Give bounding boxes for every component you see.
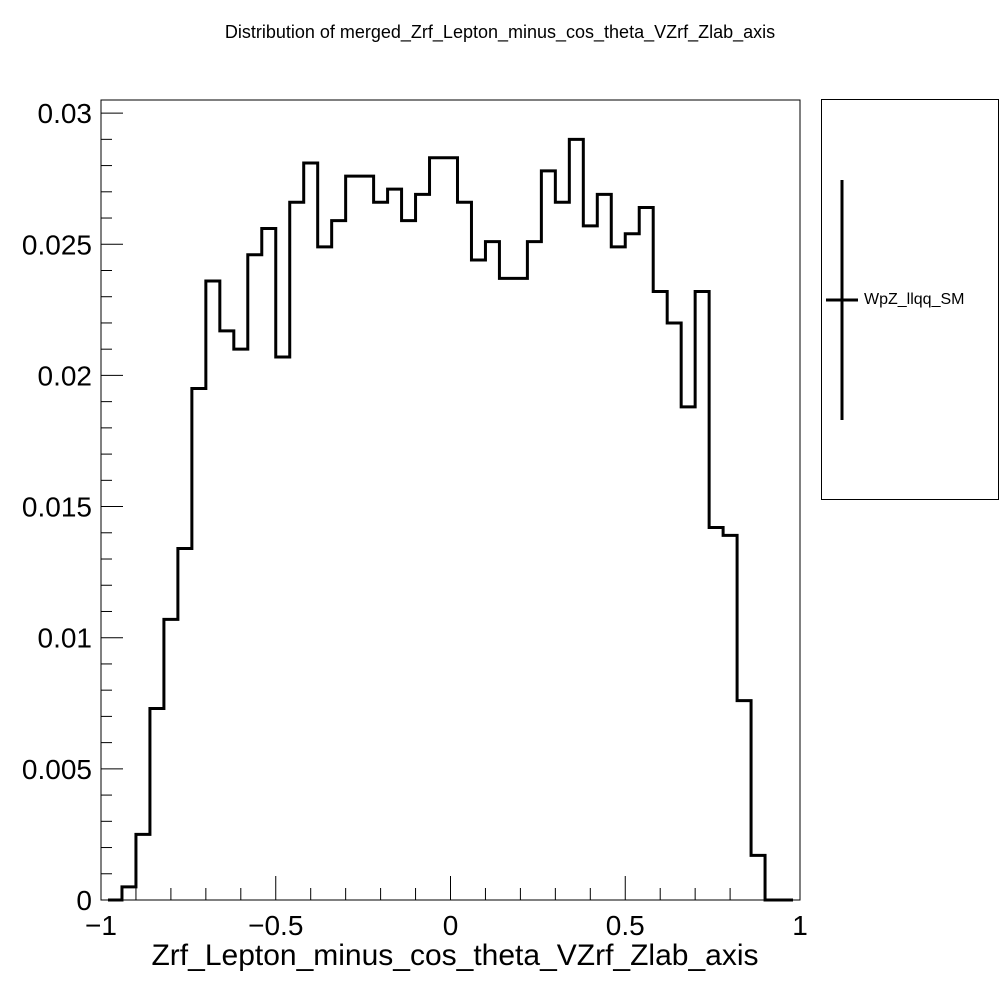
histogram-bin	[695, 291, 709, 900]
histogram-bin	[150, 709, 164, 900]
x-tick-label: 1	[792, 910, 808, 941]
histogram-bin	[513, 278, 527, 900]
histogram-bin	[583, 226, 597, 900]
x-tick-label: −0.5	[248, 910, 303, 941]
y-tick-label: 0.03	[38, 98, 93, 129]
histogram-series	[107, 137, 794, 902]
histogram-bin	[276, 357, 290, 900]
histogram-bin	[262, 229, 276, 900]
y-axis-ticks	[101, 112, 123, 901]
y-tick-label: 0.02	[38, 360, 93, 391]
histogram-bin	[332, 221, 346, 900]
histogram-bin	[360, 176, 374, 900]
histogram-bin	[723, 535, 737, 900]
histogram-bin	[527, 242, 541, 900]
histogram-bin	[164, 619, 178, 900]
y-tick-label: 0.01	[38, 623, 93, 654]
histogram-bin	[541, 171, 555, 900]
histogram-bin	[220, 331, 234, 900]
histogram-bin	[667, 323, 681, 900]
histogram-bin	[611, 247, 625, 900]
histogram-bin	[444, 158, 458, 900]
histogram-bin	[192, 389, 206, 900]
histogram-bin	[416, 194, 430, 900]
x-tick-label: 0	[443, 910, 459, 941]
histogram-bin	[234, 349, 248, 900]
x-axis-title: Zrf_Lepton_minus_cos_theta_VZrf_Zlab_axi…	[151, 939, 758, 972]
histogram-bin	[709, 528, 723, 900]
histogram-bin	[430, 158, 444, 900]
histogram-bin	[290, 202, 304, 900]
histogram-bin	[206, 281, 220, 900]
y-tick-label: 0.025	[22, 229, 92, 260]
y-tick-label: 0.005	[22, 754, 92, 785]
histogram-bin	[374, 202, 388, 900]
histogram-bin	[681, 407, 695, 900]
histogram-bin	[248, 255, 262, 900]
histogram-bin	[318, 247, 332, 900]
histogram-bin	[639, 208, 653, 900]
histogram-bin	[485, 242, 499, 900]
histogram-bin	[402, 221, 416, 900]
histogram-bin	[653, 291, 667, 900]
histogram-bin	[346, 176, 360, 900]
histogram-bin	[625, 234, 639, 900]
histogram-bin	[569, 139, 583, 900]
histogram-bin	[457, 202, 471, 900]
y-tick-label: 0	[76, 885, 92, 916]
x-axis-tick-labels: −1 −0.5 0 0.5 1	[85, 910, 808, 941]
x-tick-label: −1	[85, 910, 117, 941]
y-axis-tick-labels: 0 0.005 0.01 0.015 0.02 0.025 0.03	[22, 98, 92, 916]
histogram-bin	[122, 887, 136, 900]
histogram-bin	[555, 202, 569, 900]
histogram-bin	[737, 701, 751, 900]
histogram-bin	[178, 549, 192, 900]
y-tick-label: 0.015	[22, 492, 92, 523]
histogram-bin	[136, 834, 150, 900]
histogram-bin	[304, 163, 318, 900]
histogram-line	[107, 137, 794, 902]
x-tick-label: 0.5	[606, 910, 645, 941]
histogram-bin	[597, 194, 611, 900]
histogram-bin	[499, 278, 513, 900]
histogram-bin	[751, 855, 765, 900]
chart-title: Distribution of merged_Zrf_Lepton_minus_…	[224, 22, 776, 42]
legend-entry-label: WpZ_llqq_SM	[864, 291, 965, 308]
histogram-bin	[388, 189, 402, 900]
histogram-bin	[471, 260, 485, 900]
